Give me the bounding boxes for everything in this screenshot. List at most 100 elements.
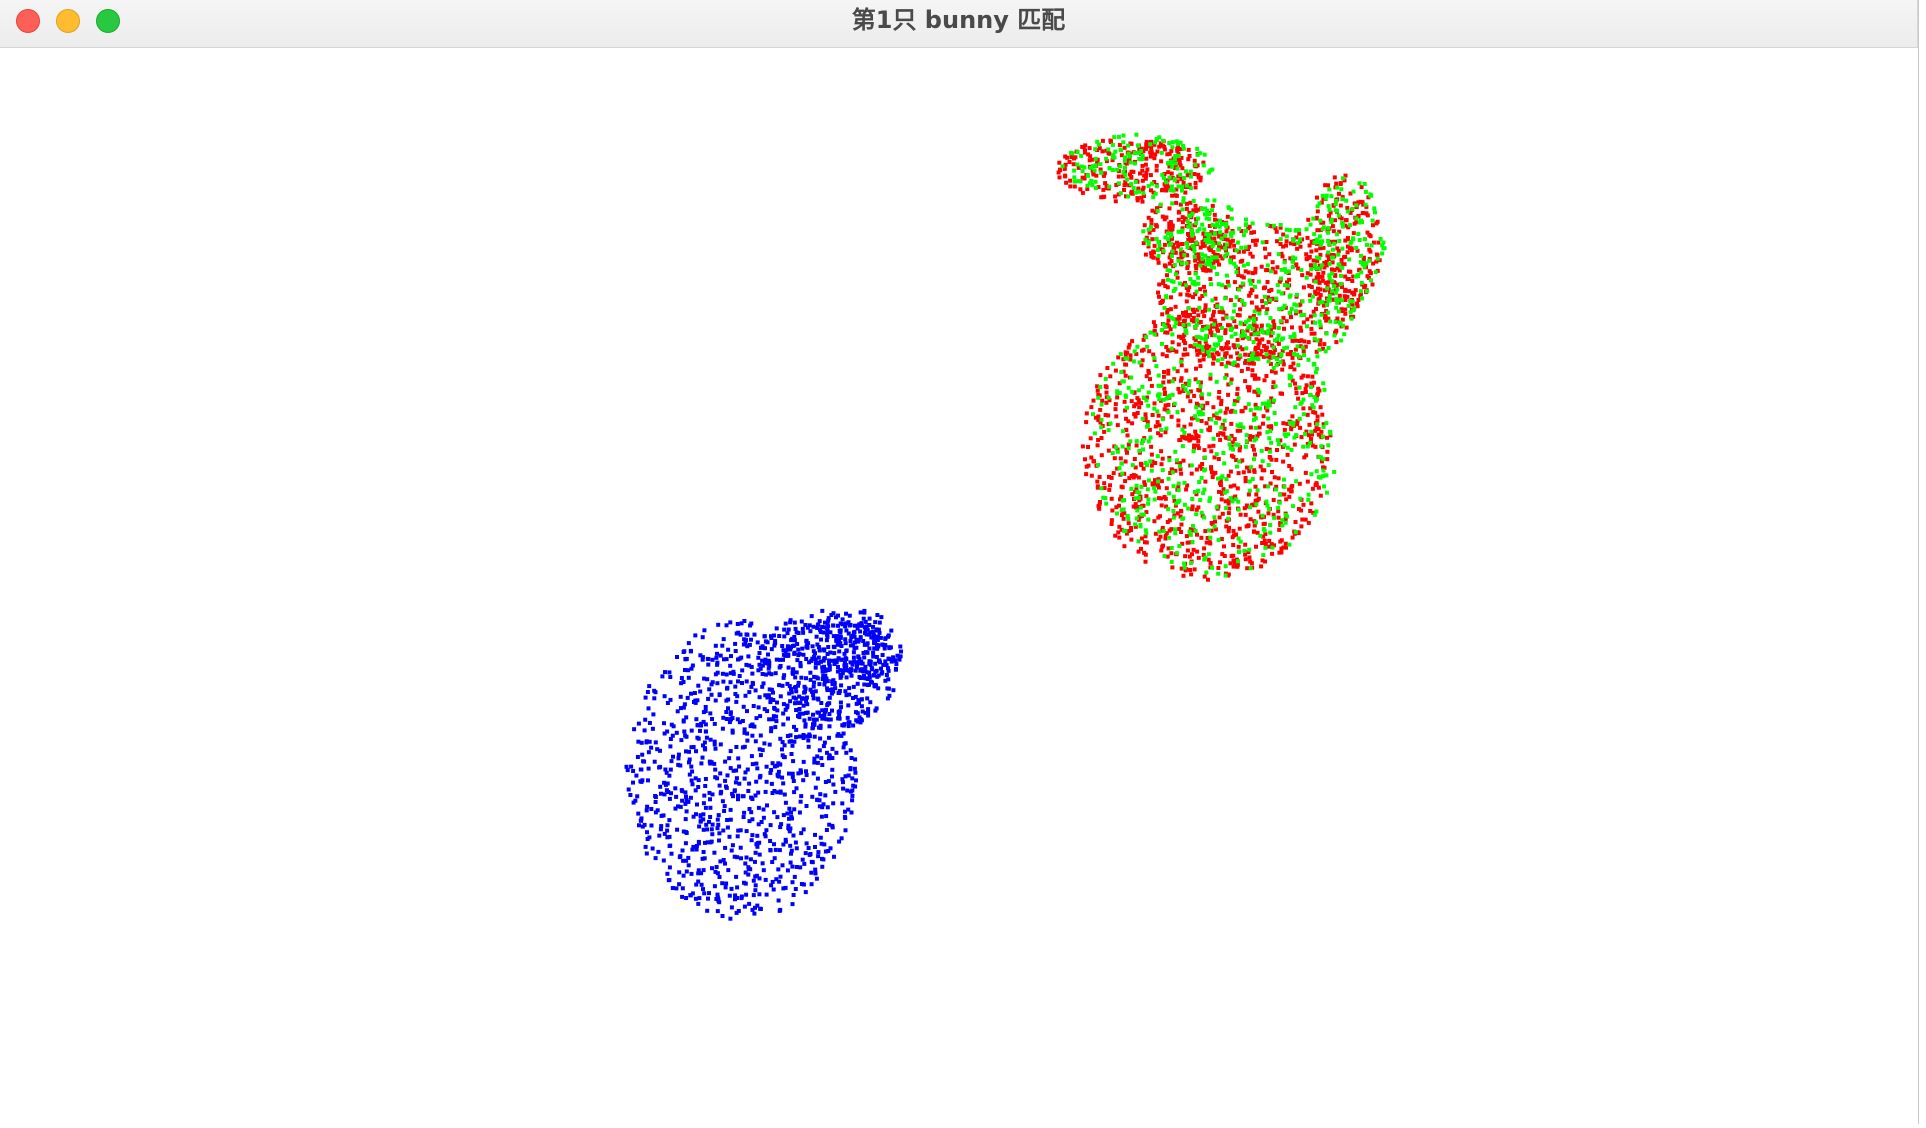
point <box>804 657 809 661</box>
point <box>757 747 762 752</box>
point <box>1216 432 1220 437</box>
point <box>1072 179 1077 184</box>
close-button[interactable] <box>16 9 40 33</box>
point <box>1116 181 1121 186</box>
point <box>812 674 817 679</box>
point <box>752 632 757 637</box>
point <box>1072 184 1077 189</box>
point <box>877 620 882 625</box>
point <box>1178 467 1183 472</box>
point <box>832 662 837 666</box>
point <box>1186 322 1191 327</box>
point <box>811 722 815 727</box>
point <box>1104 186 1109 191</box>
point <box>1184 368 1189 373</box>
point <box>1327 261 1332 266</box>
point <box>852 640 857 645</box>
point <box>1119 461 1124 466</box>
point <box>1200 240 1205 245</box>
point <box>1111 471 1116 476</box>
point <box>812 734 817 739</box>
point <box>752 724 757 729</box>
point <box>846 720 851 725</box>
point <box>1232 483 1237 488</box>
point <box>1118 352 1123 357</box>
point <box>1093 163 1098 168</box>
point <box>1179 376 1184 381</box>
point <box>1259 349 1264 354</box>
point <box>886 677 891 682</box>
point-cloud-canvas[interactable] <box>0 48 1918 1124</box>
point <box>1247 434 1252 439</box>
point <box>867 682 871 687</box>
point <box>831 644 836 649</box>
point <box>1343 274 1348 279</box>
point <box>1160 312 1165 317</box>
point <box>1107 474 1111 479</box>
point <box>813 651 817 656</box>
point <box>1313 320 1317 325</box>
minimize-button[interactable] <box>56 9 80 33</box>
point <box>740 668 745 673</box>
title-bar[interactable]: 第1只 bunny 匹配 <box>0 0 1917 48</box>
point <box>1117 535 1122 540</box>
point <box>1279 337 1284 342</box>
point <box>1129 399 1134 404</box>
point <box>1317 234 1322 239</box>
point <box>697 824 702 829</box>
point <box>724 657 729 662</box>
point <box>726 697 731 702</box>
point <box>844 611 848 616</box>
point <box>1225 406 1229 411</box>
point <box>1189 463 1194 468</box>
point <box>1257 338 1262 343</box>
point <box>846 773 851 778</box>
point <box>864 632 869 637</box>
point <box>1224 242 1229 247</box>
point <box>1315 397 1320 402</box>
point <box>734 699 739 704</box>
point <box>822 648 827 653</box>
point <box>707 687 712 692</box>
point <box>1367 247 1372 252</box>
point <box>787 826 792 831</box>
point <box>747 642 752 647</box>
point <box>740 681 744 685</box>
point <box>1139 149 1144 153</box>
point <box>1229 334 1234 339</box>
point <box>1205 257 1210 262</box>
point <box>1197 358 1202 363</box>
point <box>1230 238 1235 243</box>
point <box>1201 353 1206 358</box>
point <box>701 868 706 873</box>
point <box>1098 162 1103 167</box>
point <box>1313 428 1318 433</box>
point <box>1172 176 1177 181</box>
point <box>809 614 814 619</box>
point <box>1153 478 1157 483</box>
point <box>1148 224 1153 229</box>
point <box>694 847 699 852</box>
point <box>701 801 706 806</box>
point <box>1227 442 1232 447</box>
point <box>1178 163 1183 168</box>
point <box>1194 266 1199 271</box>
3d-viewport[interactable] <box>0 48 1918 1124</box>
point <box>1179 508 1184 513</box>
point <box>1141 395 1146 400</box>
zoom-button[interactable] <box>96 9 120 33</box>
point <box>1171 279 1176 284</box>
point <box>803 851 808 856</box>
point <box>1339 262 1344 266</box>
point <box>1309 472 1314 477</box>
point <box>1266 359 1271 364</box>
point <box>1243 476 1248 480</box>
point <box>1194 401 1199 406</box>
point <box>798 661 803 665</box>
point <box>1169 560 1174 564</box>
point <box>862 655 867 660</box>
point <box>774 877 779 882</box>
point <box>1354 216 1359 221</box>
point <box>1193 185 1198 190</box>
point <box>1142 550 1147 555</box>
